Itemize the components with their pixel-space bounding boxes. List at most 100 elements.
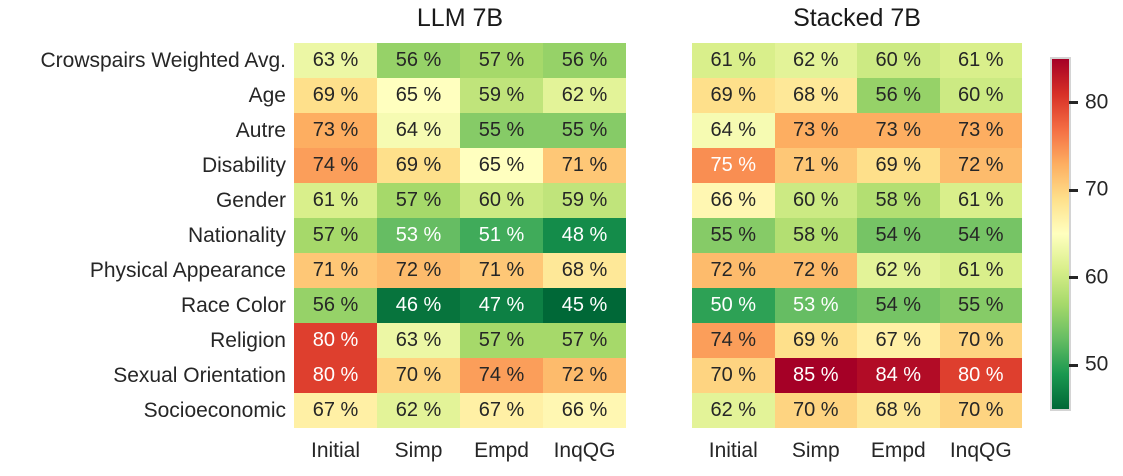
heatmap-cell: 68 % [774,78,857,113]
row-label: Nationality [187,223,286,247]
panel-stacked-7b: Stacked 7B 61 % 62 % 60 % 61 % 69 % 68 % 56 % 6… [692,0,1022,476]
row-label: Gender [215,188,286,212]
heatmap-cell: 60 % [460,183,543,218]
heatmap-cell: 55 % [460,113,543,148]
colorbar-tick-label: 50 [1085,352,1109,376]
heatmap-cell: 58 % [774,218,857,253]
col-labels-stacked-7b: Initial Simp Empd InqQG [692,436,1022,466]
colorbar-tick [1069,276,1078,280]
heatmap-cell: 80 % [939,358,1022,393]
heatmap-cell: 64 % [377,113,460,148]
heatmap-cell: 73 % [774,113,857,148]
row-labels: Crowspairs Weighted Avg. Age Autre Disabili… [0,43,286,428]
row-label: Disability [201,153,286,177]
colorbar-tick-label: 60 [1085,265,1109,289]
heatmap-cell: 65 % [377,78,460,113]
heatmap-cell: 56 % [543,43,626,78]
panel-title-llm-7b: LLM 7B [416,4,504,32]
heatmap-cell: 68 % [857,393,940,428]
heatmap-cell: 74 % [460,358,543,393]
heatmap-cell: 72 % [377,253,460,288]
heatmap-cell: 54 % [857,288,940,323]
colorbar-tick [1069,188,1078,192]
heatmap-cell: 73 % [857,113,940,148]
row-label: Race Color [180,293,286,317]
heatmap-cell: 56 % [377,43,460,78]
heatmap-cell: 50 % [692,288,775,323]
heatmap-cell: 74 % [294,148,377,183]
heatmap-cell: 60 % [774,183,857,218]
heatmap-cell: 47 % [460,288,543,323]
heatmap-cell: 61 % [939,43,1022,78]
heatmap-cell: 58 % [857,183,940,218]
colorbar-tick [1069,363,1078,367]
heatmap-cell: 62 % [774,43,857,78]
heatmap-cell: 54 % [939,218,1022,253]
heatmap-cell: 73 % [939,113,1022,148]
heatmap-grid-llm-7b: 63 % 56 % 57 % 56 % 69 % 65 % 59 % 62 % 73 % 64 %… [294,43,626,428]
heatmap-cell: 71 % [543,148,626,183]
panel-llm-7b: LLM 7B 63 % 56 % 57 % 56 % 69 % 65 % 59 % 62 % 7… [294,0,626,476]
heatmap-cell: 75 % [692,148,775,183]
heatmap-cell: 68 % [543,253,626,288]
heatmap-cell: 62 % [543,78,626,113]
heatmap-cell: 60 % [939,78,1022,113]
heatmap-cell: 84 % [857,358,940,393]
heatmap-cell: 71 % [294,253,377,288]
column-label: Empd [474,439,529,462]
heatmap-cell: 71 % [774,148,857,183]
row-label: Age [248,83,286,107]
heatmap-cell: 55 % [692,218,775,253]
row-label: Autre [235,118,286,142]
heatmap-cell: 63 % [294,43,377,78]
heatmap-cell: 61 % [294,183,377,218]
heatmap-cell: 72 % [939,148,1022,183]
colorbar [1050,57,1071,411]
heatmap-cell: 53 % [774,288,857,323]
row-label: Physical Appearance [89,258,286,282]
heatmap-cell: 69 % [377,148,460,183]
colorbar-tick [1069,101,1078,105]
colorbar-gradient [1052,59,1069,409]
heatmap-cell: 61 % [692,43,775,78]
heatmap-cell: 80 % [294,358,377,393]
heatmap-cell: 59 % [543,183,626,218]
heatmap-cell: 57 % [460,323,543,358]
heatmap-cell: 56 % [857,78,940,113]
heatmap-cell: 62 % [692,393,775,428]
heatmap-cell: 59 % [460,78,543,113]
heatmap-cell: 67 % [857,323,940,358]
col-labels-llm-7b: Initial Simp Empd InqQG [294,436,626,466]
heatmap-cell: 57 % [294,218,377,253]
heatmap-cell: 64 % [692,113,775,148]
heatmap-cell: 48 % [543,218,626,253]
heatmap-cell: 62 % [377,393,460,428]
column-label: InqQG [553,439,616,462]
column-label: Simp [394,439,443,462]
heatmap-cell: 55 % [543,113,626,148]
heatmap-cell: 72 % [543,358,626,393]
heatmap-cell: 70 % [939,323,1022,358]
heatmap-cell: 70 % [692,358,775,393]
heatmap-cell: 72 % [692,253,775,288]
column-label: Initial [708,439,758,462]
heatmap-cell: 53 % [377,218,460,253]
heatmap-cell: 61 % [939,183,1022,218]
row-label: Socioeconomic [143,398,286,422]
colorbar-tick-label: 80 [1085,90,1109,114]
row-label: Sexual Orientation [113,363,286,387]
heatmap-cell: 69 % [774,323,857,358]
column-label: InqQG [949,439,1012,462]
heatmap-cell: 65 % [460,148,543,183]
heatmap-cell: 66 % [543,393,626,428]
heatmap-cell: 62 % [857,253,940,288]
column-label: Empd [870,439,926,462]
heatmap-cell: 74 % [692,323,775,358]
row-label: Crowspairs Weighted Avg. [40,48,286,72]
heatmap-grid-stacked-7b: 61 % 62 % 60 % 61 % 69 % 68 % 56 % 60 % 64 % 73 %… [692,43,1022,428]
heatmap-cell: 69 % [857,148,940,183]
heatmap-cell: 54 % [857,218,940,253]
row-label: Religion [210,328,286,352]
heatmap-cell: 73 % [294,113,377,148]
